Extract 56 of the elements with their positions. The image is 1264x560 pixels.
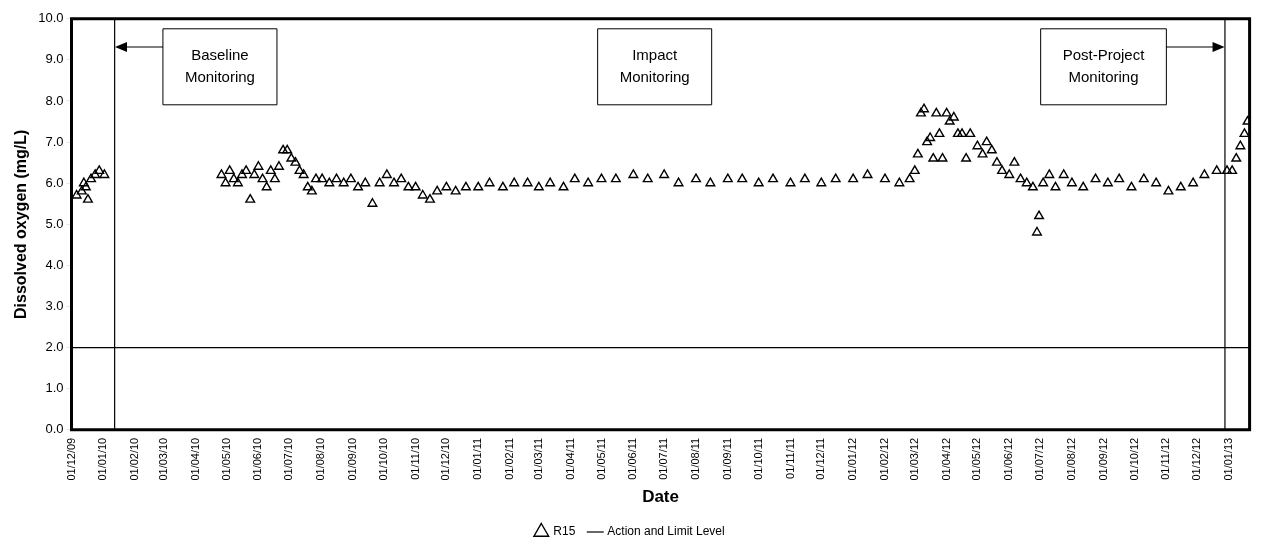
y-tick-label: 5.0	[45, 215, 64, 231]
x-tick-label: 01/03/11	[531, 437, 544, 480]
annotation: Baseline Monitoring	[184, 45, 255, 85]
y-tick-label: 4.0	[45, 256, 64, 272]
x-tick-label: 01/10/11	[751, 437, 764, 480]
x-tick-label: 01/04/10	[188, 437, 201, 481]
y-tick-label: 6.0	[45, 174, 64, 190]
x-tick-label: 01/02/12	[878, 437, 891, 481]
y-tick-label: 2.0	[45, 339, 64, 355]
legend-label: R15	[553, 524, 576, 539]
y-tick-label: 9.0	[45, 51, 64, 67]
x-tick-label: 01/11/11	[783, 437, 796, 479]
x-tick-label: 01/01/12	[846, 437, 859, 481]
x-tick-label: 01/07/11	[657, 437, 670, 480]
x-tick-label: 01/12/10	[439, 437, 452, 481]
legend-label: Action and Limit Level	[607, 524, 725, 539]
x-tick-label: 01/01/13	[1222, 437, 1235, 481]
x-tick-label: 01/10/10	[376, 437, 389, 481]
x-tick-label: 01/12/12	[1190, 437, 1203, 481]
x-tick-label: 01/08/12	[1064, 437, 1077, 481]
x-tick-label: 01/09/11	[720, 437, 733, 480]
x-tick-label: 01/04/11	[563, 437, 576, 480]
y-tick-label: 8.0	[45, 92, 64, 108]
x-tick-label: 01/11/12	[1159, 437, 1172, 480]
annotation: Impact Monitoring	[619, 45, 690, 85]
x-tick-label: 01/06/11	[626, 437, 639, 480]
x-tick-label: 01/06/10	[251, 437, 264, 481]
x-tick-label: 01/10/12	[1127, 437, 1140, 481]
x-tick-label: 01/11/10	[408, 437, 421, 480]
y-tick-label: 3.0	[45, 298, 64, 314]
annotation: Post-Project Monitoring	[1062, 45, 1146, 85]
x-tick-label: 01/09/12	[1096, 437, 1109, 481]
x-tick-label: 01/07/12	[1033, 437, 1046, 481]
x-tick-label: 01/05/11	[594, 437, 607, 480]
x-tick-label: 01/12/09	[64, 437, 77, 481]
x-tick-label: 01/06/12	[1002, 437, 1015, 481]
y-tick-label: 7.0	[45, 133, 64, 149]
x-tick-label: 01/07/10	[282, 437, 295, 481]
x-tick-label: 01/12/11	[814, 437, 827, 480]
x-tick-label: 01/08/11	[689, 437, 702, 480]
y-tick-label: 1.0	[45, 380, 64, 396]
x-tick-label: 01/01/10	[96, 437, 109, 481]
x-tick-label: 01/03/10	[156, 437, 169, 481]
x-tick-label: 01/02/10	[128, 437, 141, 481]
y-tick-label: 0.0	[45, 421, 64, 437]
x-tick-label: 01/09/10	[345, 437, 358, 481]
y-tick-label: 10.0	[38, 10, 64, 26]
x-tick-label: 01/02/11	[503, 437, 516, 480]
x-tick-label: 01/03/12	[907, 437, 920, 481]
x-tick-label: 01/05/10	[219, 437, 232, 481]
x-tick-label: 01/04/12	[939, 437, 952, 481]
x-tick-label: 01/01/11	[471, 437, 484, 480]
y-axis-title: Dissolved oxygen (mg/L)	[12, 129, 30, 319]
x-axis-title: Date	[642, 487, 679, 507]
x-tick-label: 01/08/10	[314, 437, 327, 481]
x-tick-label: 01/05/12	[970, 437, 983, 481]
